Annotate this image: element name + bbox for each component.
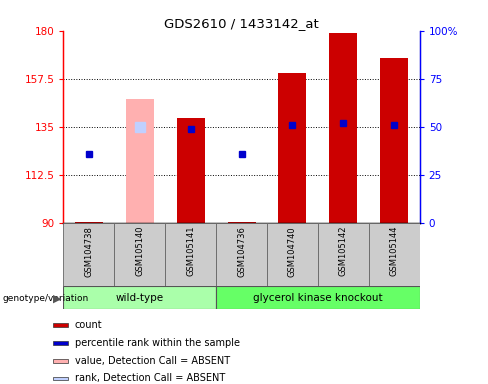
Bar [380,58,408,223]
Bar [279,73,306,223]
Text: GSM104738: GSM104738 [84,226,93,277]
Bar [63,223,114,286]
Bar [227,222,256,223]
Text: GSM105140: GSM105140 [135,226,144,276]
Bar [267,223,318,286]
Bar [369,223,420,286]
Bar [329,33,357,223]
Text: GSM104736: GSM104736 [237,226,246,277]
Bar [318,223,369,286]
Text: glycerol kinase knockout: glycerol kinase knockout [253,293,383,303]
Text: GSM105144: GSM105144 [390,226,399,276]
Bar [53,359,68,362]
Text: count: count [75,320,102,330]
Bar [114,223,165,286]
Text: GSM104740: GSM104740 [288,226,297,276]
Bar [126,99,154,223]
Text: GSM105142: GSM105142 [339,226,348,276]
Text: percentile rank within the sample: percentile rank within the sample [75,338,240,348]
Text: ▶: ▶ [53,294,61,304]
Text: rank, Detection Call = ABSENT: rank, Detection Call = ABSENT [75,374,225,384]
Text: wild-type: wild-type [116,293,164,303]
Text: GSM105141: GSM105141 [186,226,195,276]
Bar [53,377,68,381]
Bar [63,286,216,309]
Bar [165,223,216,286]
Title: GDS2610 / 1433142_at: GDS2610 / 1433142_at [164,17,319,30]
Bar [216,223,267,286]
Bar [53,341,68,345]
Bar [216,286,420,309]
Bar [53,323,68,327]
Bar [75,222,103,223]
Bar [177,118,204,223]
Text: value, Detection Call = ABSENT: value, Detection Call = ABSENT [75,356,230,366]
Text: genotype/variation: genotype/variation [2,294,89,303]
